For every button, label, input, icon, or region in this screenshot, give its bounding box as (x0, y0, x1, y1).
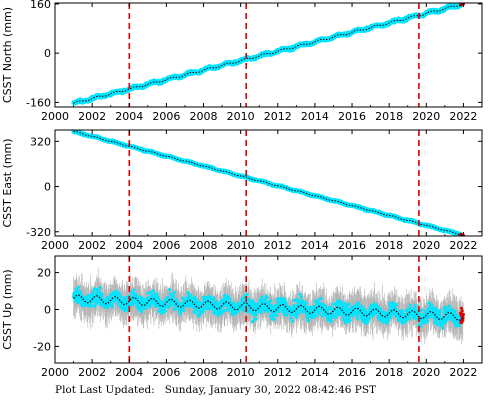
footer-label: Plot Last Updated: (55, 384, 155, 396)
x-tick-label: 2018 (375, 110, 403, 123)
x-tick-label: 2018 (375, 366, 403, 379)
x-tick-label: 2016 (338, 366, 366, 379)
x-tick-label: 2002 (78, 239, 106, 252)
x-tick-label: 2008 (190, 366, 218, 379)
panel-frame (54, 2, 483, 108)
panel-2: 2000 2002 2004 2006 2008 2010 2012 2014 2016 2018… (1, 129, 483, 252)
x-tick-label: 2020 (412, 239, 440, 252)
y-tick-label: -20 (33, 340, 51, 353)
y-tick-label: 0 (44, 181, 51, 194)
x-tick-label: 2020 (412, 110, 440, 123)
x-tick-label: 2002 (78, 366, 106, 379)
footer: Plot Last Updated: Sunday, January 30, 2… (55, 384, 376, 396)
x-tick-label: 2012 (264, 110, 292, 123)
x-tick-label: 2018 (375, 239, 403, 252)
y-tick-label: -160 (26, 96, 51, 109)
x-tick-label: 2014 (301, 110, 329, 123)
x-tick-label: 2022 (449, 366, 477, 379)
panel-frame (54, 129, 483, 237)
x-tick-label: 2004 (115, 110, 143, 123)
x-tick-label: 2006 (152, 110, 180, 123)
y-axis-label: CSST Up (mm) (1, 269, 14, 349)
x-tick-label: 2016 (338, 110, 366, 123)
model-fit-line (73, 130, 464, 236)
x-tick-label: 2022 (449, 110, 477, 123)
x-tick-label: 2000 (41, 110, 69, 123)
data-points (71, 130, 463, 236)
y-tick-label: 0 (44, 47, 51, 60)
x-tick-label: 2016 (338, 239, 366, 252)
x-tick-label: 2010 (227, 239, 255, 252)
y-tick-label: 320 (30, 135, 51, 148)
x-tick-label: 2008 (190, 239, 218, 252)
y-axis-label: CSST East (mm) (1, 138, 14, 227)
x-tick-label: 2010 (227, 110, 255, 123)
x-tick-label: 2014 (301, 366, 329, 379)
x-tick-label: 2006 (152, 239, 180, 252)
x-tick-label: 2014 (301, 239, 329, 252)
x-tick-label: 2022 (449, 239, 477, 252)
x-tick-label: 2010 (227, 366, 255, 379)
x-tick-label: 2004 (115, 366, 143, 379)
x-tick-label: 2006 (152, 366, 180, 379)
model-fit-line (73, 294, 464, 322)
recent-points (459, 306, 465, 325)
footer-timestamp: Sunday, January 30, 2022 08:42:46 PST (164, 384, 377, 396)
y-axis-label: CSST North (mm) (1, 7, 14, 103)
x-tick-label: 2020 (412, 366, 440, 379)
x-tick-label: 2008 (190, 110, 218, 123)
plot-area-1 (71, 3, 465, 107)
y-tick-label: 20 (37, 267, 51, 280)
y-tick-label: 0 (44, 304, 51, 317)
x-tick-label: 2000 (41, 366, 69, 379)
plot-area-2 (71, 130, 465, 236)
x-tick-label: 2012 (264, 366, 292, 379)
x-tick-label: 2012 (264, 239, 292, 252)
x-tick-label: 2002 (78, 110, 106, 123)
y-tick-label: 160 (30, 0, 51, 11)
panel-1: 2000 2002 2004 2006 2008 2010 2012 2014 2016 2018… (1, 0, 483, 123)
y-tick-label: -320 (26, 226, 51, 239)
x-tick-label: 2004 (115, 239, 143, 252)
plot-area-3 (72, 256, 465, 363)
x-tick-label: 2000 (41, 239, 69, 252)
panel-3: 2000 2002 2004 2006 2008 2010 2012 2014 2016 2018… (1, 255, 483, 379)
